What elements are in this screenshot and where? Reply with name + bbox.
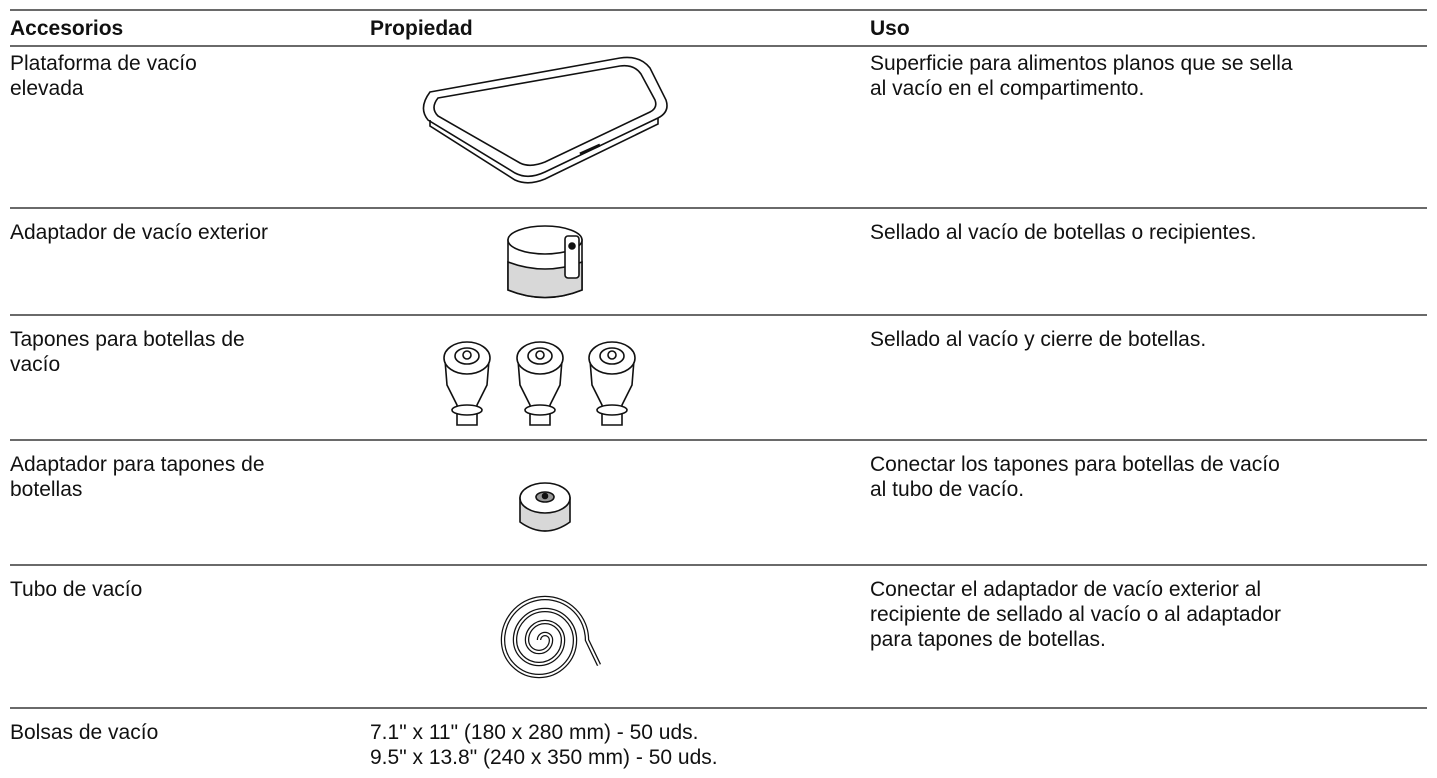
property-line: 7.1" x 11" (180 x 280 mm) - 50 uds. bbox=[370, 721, 699, 744]
use-line: Conectar los tapones para botellas de va… bbox=[870, 453, 1280, 476]
header-cell: Propiedad bbox=[370, 17, 473, 40]
use-line: al tubo de vacío. bbox=[870, 478, 1025, 501]
rules bbox=[10, 9, 1427, 709]
use-cell: Sellado al vacío de botellas o recipient… bbox=[870, 220, 1256, 245]
accessory-line: Adaptador para tapones de bbox=[10, 453, 265, 476]
accessory-cell: Plataforma de vacío elevada bbox=[10, 51, 197, 101]
use-cell: Superficie para alimentos planos que se … bbox=[870, 51, 1293, 101]
property-cell: 7.1" x 11" (180 x 280 mm) - 50 uds. 9.5" … bbox=[370, 720, 718, 770]
use-line: recipiente de sellado al vacío o al adap… bbox=[870, 603, 1281, 626]
property-line: 9.5" x 13.8" (240 x 350 mm) - 50 uds. bbox=[370, 746, 718, 769]
accessory-cell: Tapones para botellas de vacío bbox=[10, 327, 245, 377]
platform-illustration bbox=[422, 56, 668, 184]
use-line: Superficie para alimentos planos que se … bbox=[870, 52, 1293, 75]
use-line: al vacío en el compartimento. bbox=[870, 77, 1145, 100]
use-cell: Conectar los tapones para botellas de va… bbox=[870, 452, 1280, 502]
bottle-adapter-illustration bbox=[519, 482, 571, 532]
accessory-line: elevada bbox=[10, 77, 84, 100]
use-line: para tapones de botellas. bbox=[870, 628, 1106, 651]
accessory-cell: Adaptador para tapones de botellas bbox=[10, 452, 265, 502]
accessory-line: Plataforma de vacío bbox=[10, 52, 197, 75]
use-line: Sellado al vacío y cierre de botellas. bbox=[870, 328, 1207, 351]
tube-illustration bbox=[500, 595, 602, 679]
use-cell: Sellado al vacío y cierre de botellas. bbox=[870, 327, 1206, 352]
accessory-line: Adaptador de vacío exterior bbox=[10, 221, 268, 244]
accessory-cell: Adaptador de vacío exterior bbox=[10, 220, 268, 245]
adapter-illustration bbox=[507, 225, 583, 299]
accessory-cell: Bolsas de vacío bbox=[10, 720, 158, 745]
use-line: Conectar el adaptador de vacío exterior … bbox=[870, 578, 1262, 601]
header-cell: Accesorios bbox=[10, 17, 124, 40]
use-line: Sellado al vacío de botellas o recipient… bbox=[870, 221, 1257, 244]
header-cell: Uso bbox=[870, 17, 910, 40]
accessory-line: Tubo de vacío bbox=[10, 578, 143, 601]
accessory-line: vacío bbox=[10, 353, 61, 376]
accessory-cell: Tubo de vacío bbox=[10, 577, 142, 602]
accessory-line: Bolsas de vacío bbox=[10, 721, 159, 744]
stoppers-illustration bbox=[443, 341, 636, 426]
use-cell: Conectar el adaptador de vacío exterior … bbox=[870, 577, 1281, 652]
accessory-line: Tapones para botellas de bbox=[10, 328, 245, 351]
accessory-line: botellas bbox=[10, 478, 83, 501]
